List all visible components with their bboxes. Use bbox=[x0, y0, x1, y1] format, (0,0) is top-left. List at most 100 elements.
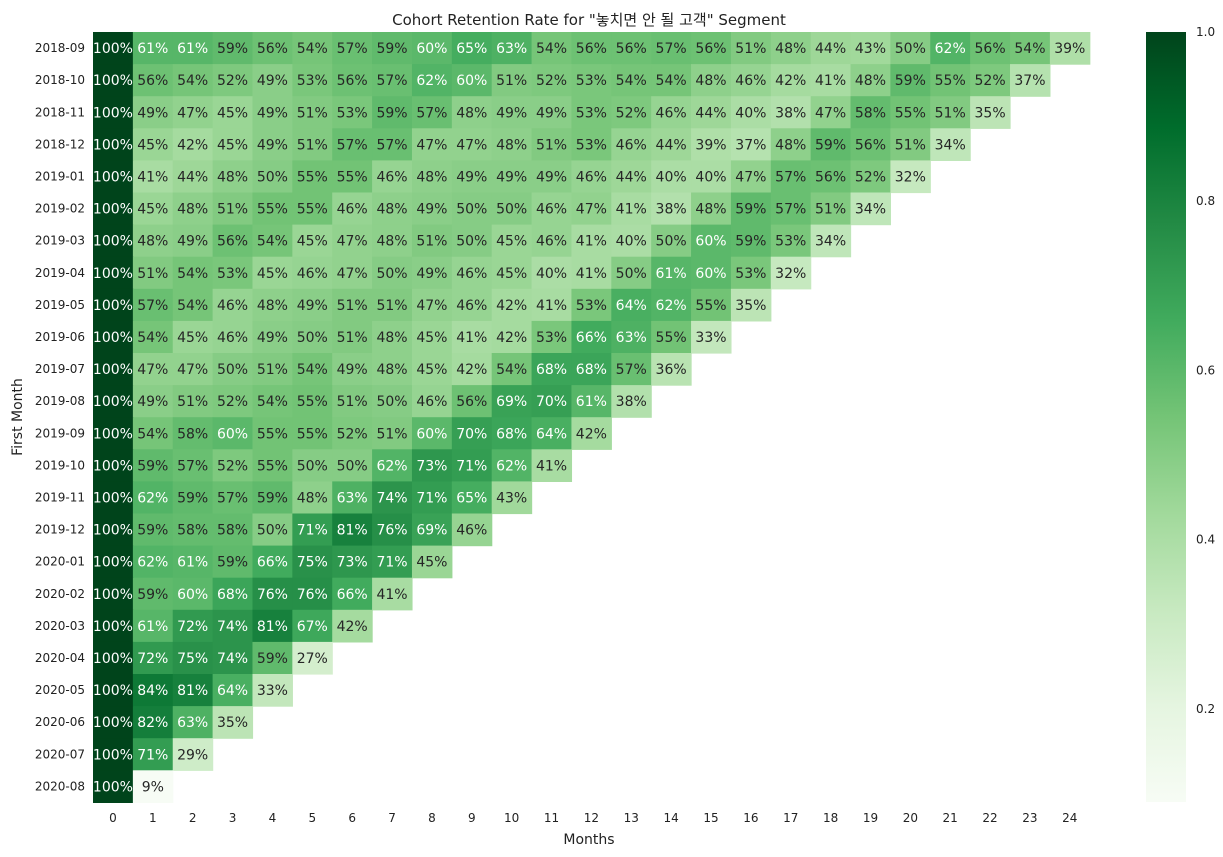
heatmap-cell bbox=[491, 481, 533, 515]
heatmap-cell bbox=[252, 128, 293, 161]
heatmap-cell bbox=[93, 706, 134, 739]
heatmap-cell bbox=[172, 641, 214, 675]
x-tick-label: 13 bbox=[624, 811, 639, 825]
cell-label: 52% bbox=[217, 394, 248, 410]
cell-label: 54% bbox=[656, 73, 687, 89]
heatmap-cell bbox=[571, 128, 612, 161]
heatmap-cell bbox=[451, 128, 493, 161]
cell-label: 49% bbox=[456, 169, 487, 185]
heatmap-cell bbox=[172, 320, 214, 354]
heatmap-cell bbox=[531, 96, 573, 129]
heatmap-cell bbox=[372, 449, 413, 482]
heatmap-cell bbox=[451, 96, 493, 129]
cell-label: 84% bbox=[137, 683, 168, 699]
heatmap-cell bbox=[611, 64, 652, 97]
heatmap-cell bbox=[292, 481, 333, 515]
cell-label: 50% bbox=[257, 169, 288, 185]
cell-label: 71% bbox=[137, 747, 168, 763]
heatmap-cell bbox=[451, 256, 493, 290]
cell-label: 38% bbox=[656, 202, 687, 218]
heatmap-cell bbox=[132, 128, 174, 161]
cell-label: 71% bbox=[297, 523, 328, 539]
x-tick-label: 9 bbox=[468, 811, 476, 825]
heatmap-cell bbox=[571, 192, 612, 226]
x-tick-label: 5 bbox=[308, 811, 316, 825]
y-tick-label: 2019-04 bbox=[35, 266, 85, 280]
cell-label: 82% bbox=[137, 715, 168, 731]
heatmap-cell bbox=[93, 32, 134, 65]
heatmap-cell bbox=[691, 224, 732, 258]
cell-label: 51% bbox=[177, 394, 208, 410]
cell-label: 100% bbox=[93, 394, 133, 410]
cell-label: 54% bbox=[1014, 41, 1045, 57]
heatmap-cell bbox=[172, 256, 214, 290]
cell-label: 64% bbox=[536, 426, 567, 442]
heatmap-cell bbox=[651, 160, 692, 194]
cell-label: 59% bbox=[735, 234, 766, 250]
cell-label: 76% bbox=[376, 523, 407, 539]
heatmap-cell bbox=[332, 32, 373, 65]
cell-label: 63% bbox=[337, 490, 368, 506]
cell-label: 46% bbox=[217, 330, 248, 346]
cell-label: 48% bbox=[695, 202, 726, 218]
heatmap-cell bbox=[411, 288, 453, 322]
cell-label: 46% bbox=[536, 202, 567, 218]
cell-label: 49% bbox=[137, 394, 168, 410]
cell-label: 50% bbox=[337, 458, 368, 474]
heatmap-cell bbox=[810, 32, 852, 65]
heatmap-cell bbox=[571, 385, 612, 418]
x-axis-label: Months bbox=[563, 832, 614, 848]
heatmap-cell bbox=[132, 417, 174, 450]
y-tick-label: 2018-12 bbox=[35, 137, 85, 151]
heatmap-cell bbox=[372, 32, 413, 65]
cell-label: 66% bbox=[576, 330, 607, 346]
cell-label: 37% bbox=[735, 137, 766, 153]
cell-label: 34% bbox=[935, 137, 966, 153]
cell-label: 44% bbox=[815, 41, 846, 57]
cell-label: 56% bbox=[975, 41, 1006, 57]
heatmap-cell bbox=[252, 449, 293, 482]
cell-label: 50% bbox=[376, 266, 407, 282]
cell-label: 42% bbox=[177, 137, 208, 153]
heatmap-cell bbox=[252, 64, 293, 97]
heatmap-cell bbox=[332, 513, 373, 547]
cell-label: 61% bbox=[177, 41, 208, 57]
cell-label: 55% bbox=[895, 105, 926, 121]
y-tick-label: 2020-03 bbox=[35, 619, 85, 633]
cell-label: 57% bbox=[376, 73, 407, 89]
heatmap-cell bbox=[132, 577, 174, 611]
cell-label: 49% bbox=[257, 330, 288, 346]
cell-label: 58% bbox=[217, 523, 248, 539]
y-tick-label: 2020-01 bbox=[35, 555, 85, 569]
cell-label: 47% bbox=[416, 298, 447, 314]
heatmap-cell bbox=[132, 320, 174, 354]
heatmap-cell bbox=[132, 288, 174, 322]
cell-label: 51% bbox=[217, 202, 248, 218]
heatmap-cell bbox=[172, 288, 214, 322]
heatmap-cell bbox=[172, 577, 214, 611]
x-tick-label: 17 bbox=[783, 811, 798, 825]
cell-label: 100% bbox=[93, 683, 133, 699]
heatmap-cell bbox=[93, 160, 134, 194]
heatmap-cell bbox=[252, 513, 293, 547]
cell-label: 36% bbox=[656, 362, 687, 378]
x-tick-label: 23 bbox=[1022, 811, 1037, 825]
cell-label: 57% bbox=[137, 298, 168, 314]
cell-label: 35% bbox=[975, 105, 1006, 121]
heatmap-cell bbox=[491, 449, 533, 482]
heatmap-cell bbox=[531, 417, 573, 450]
heatmap-cell bbox=[691, 128, 732, 161]
heatmap-cell bbox=[93, 320, 134, 354]
cell-label: 54% bbox=[177, 298, 208, 314]
cell-label: 52% bbox=[536, 73, 567, 89]
heatmap-cell bbox=[212, 674, 254, 707]
cell-label: 42% bbox=[496, 330, 527, 346]
heatmap-cell bbox=[132, 353, 174, 386]
cell-label: 73% bbox=[416, 458, 447, 474]
cell-label: 47% bbox=[177, 362, 208, 378]
x-tick-label: 1 bbox=[149, 811, 157, 825]
cell-label: 45% bbox=[416, 555, 447, 571]
cell-label: 100% bbox=[93, 234, 133, 250]
cell-label: 100% bbox=[93, 330, 133, 346]
cell-label: 57% bbox=[775, 169, 806, 185]
